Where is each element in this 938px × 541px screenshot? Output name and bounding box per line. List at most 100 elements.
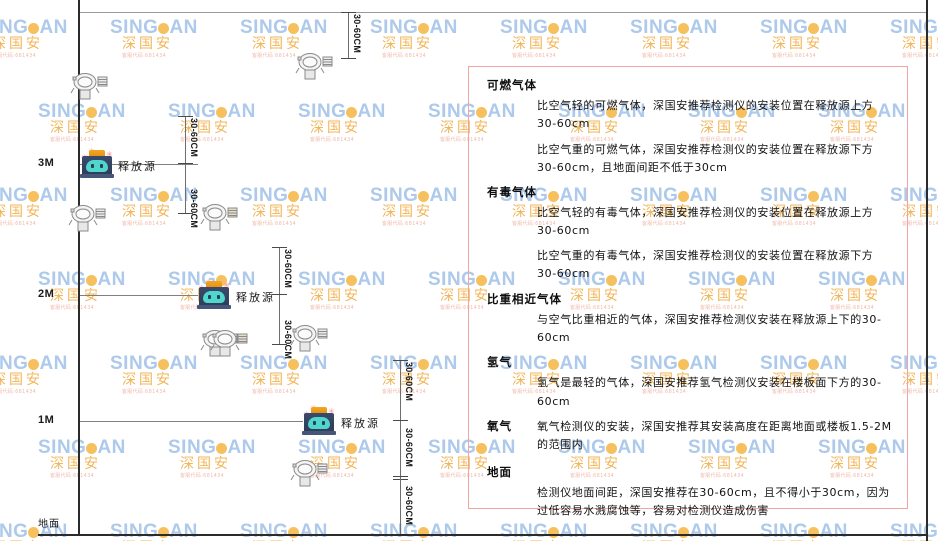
guidelines-panel: 可燃气体 比空气轻的可燃气体，深国安推荐检测仪的安装位置在释放源上方30-60cm…: [468, 66, 908, 517]
watermark-dot-icon: [418, 23, 430, 34]
watermark-brand-part-a: SING: [0, 185, 29, 206]
guideline-section: 氢气氢气是最轻的气体，深国安推荐氢气检测仪安装在楼板面下方的30-60cm: [487, 354, 893, 411]
guideline-text: 比空气轻的可燃气体，深国安推荐检测仪的安装位置在释放源上方30-60cm: [537, 99, 874, 131]
watermark-dot-icon: [808, 527, 820, 538]
watermark-contact: 客服代码:681434: [0, 136, 30, 143]
watermark-brand-part-b: AN: [39, 353, 68, 374]
dimension-line-3m-lower: [178, 164, 193, 214]
wall-axis-line: [78, 0, 80, 535]
watermark-brand-part-a: SING: [0, 353, 29, 374]
watermark-brand-part-b: AN: [689, 521, 718, 541]
watermark-brand-part-a: SING: [370, 185, 419, 206]
guideline-section-title: 地面: [487, 464, 512, 479]
watermark-dot-icon: [216, 107, 228, 118]
watermark-contact: 客服代码:681434: [0, 53, 37, 60]
watermark-cn: 深国安: [310, 120, 361, 136]
watermark-cn: 深国安: [512, 36, 563, 52]
guideline-section-body: 与空气比重相近的气体，深国安推荐检测仪安装在释放源上下的30-60cm: [487, 311, 893, 347]
watermark-brand-part-b: AN: [97, 269, 126, 290]
ceiling-line: [78, 12, 928, 13]
gas-detector-icon: [206, 325, 254, 359]
watermark-brand-part-a: SING: [760, 521, 809, 541]
guideline-section-title: 氢气: [487, 355, 512, 370]
guideline-section-body: 氢气是最轻的气体，深国安推荐氢气检测仪安装在楼板面下方的30-60cm: [487, 374, 893, 410]
watermark-cn: 深国安: [122, 36, 173, 52]
watermark-brand-part-a: SING: [110, 521, 159, 541]
guideline-section-body: 检测仪地面间距，深国安推荐在30-60cm，且不得小于30cm，因为过低容易水溅…: [487, 484, 893, 520]
watermark-brand-part-a: SING: [500, 17, 549, 38]
watermark-brand-part-a: SING: [630, 521, 679, 541]
watermark-brand-part-b: AN: [169, 353, 198, 374]
watermark-cn: 深国安: [122, 372, 173, 388]
watermark-dot-icon: [158, 23, 170, 34]
watermark-cn: 深国安: [252, 372, 303, 388]
watermark-brand-part-a: SING: [890, 17, 938, 38]
watermark-brand-part-b: AN: [39, 17, 68, 38]
watermark-brand-part-b: AN: [299, 185, 328, 206]
watermark-brand-part-b: AN: [357, 101, 386, 122]
guideline-section-title: 比重相近气体: [487, 291, 562, 306]
watermark-brand-part-b: AN: [97, 437, 126, 458]
watermark-contact: 客服代码:681434: [902, 53, 938, 60]
watermark-dot-icon: [288, 191, 300, 202]
watermark-dot-icon: [346, 107, 358, 118]
watermark-brand-part-b: AN: [299, 17, 328, 38]
dimension-line-2m-upper: [272, 247, 287, 295]
guideline-section-body: 比空气轻的有毒气体，深国安推荐检测仪的安装位置在释放源上方30-60cm 比空气重…: [487, 204, 893, 284]
watermark-brand-part-b: AN: [819, 521, 848, 541]
watermark-brand-part-b: AN: [169, 521, 198, 541]
watermark-dot-icon: [216, 443, 228, 454]
watermark-contact: 客服代码:681434: [50, 473, 95, 480]
release-source-label: 释放源: [236, 291, 275, 304]
level-line-2m: [78, 295, 198, 296]
watermark-brand-part-b: AN: [169, 17, 198, 38]
guideline-text: 氧气检测仪的安装，深国安推荐其安装高度在距离地面或楼板1.5-2M的范围内: [537, 419, 892, 451]
ground-line: [38, 534, 928, 536]
watermark-brand-part-a: SING: [500, 521, 549, 541]
dimension-label: 30-60CM: [283, 249, 293, 289]
watermark-cn: 深国安: [0, 372, 43, 388]
watermark-brand-part-b: AN: [227, 101, 256, 122]
gas-release-source-icon: ✳ ✳ ✳: [80, 148, 114, 178]
watermark-contact: 客服代码:681434: [512, 53, 557, 60]
level-line-1m: [78, 421, 303, 422]
dimension-line-ceiling: [341, 12, 356, 59]
watermark-contact: 客服代码:681434: [50, 305, 95, 312]
watermark-cn: 深国安: [252, 204, 303, 220]
gas-release-source-icon: ✳ ✳ ✳: [197, 279, 231, 309]
watermark-contact: 客服代码:681434: [252, 221, 297, 228]
level-label-3m: 3M: [38, 157, 55, 169]
watermark-cn: 深国安: [382, 36, 433, 52]
watermark-contact: 客服代码:681434: [252, 389, 297, 396]
watermark-brand-part-a: SING: [630, 17, 679, 38]
watermark-brand-part-b: AN: [357, 437, 386, 458]
release-source-label: 释放源: [118, 160, 157, 173]
guideline-text: 检测仪地面间距，深国安推荐在30-60cm，且不得小于30cm，因为过低容易水溅…: [537, 486, 890, 518]
guideline-section: 氧气 氧气检测仪的安装，深国安推荐其安装高度在距离地面或楼板1.5-2M的范围内: [487, 418, 893, 461]
